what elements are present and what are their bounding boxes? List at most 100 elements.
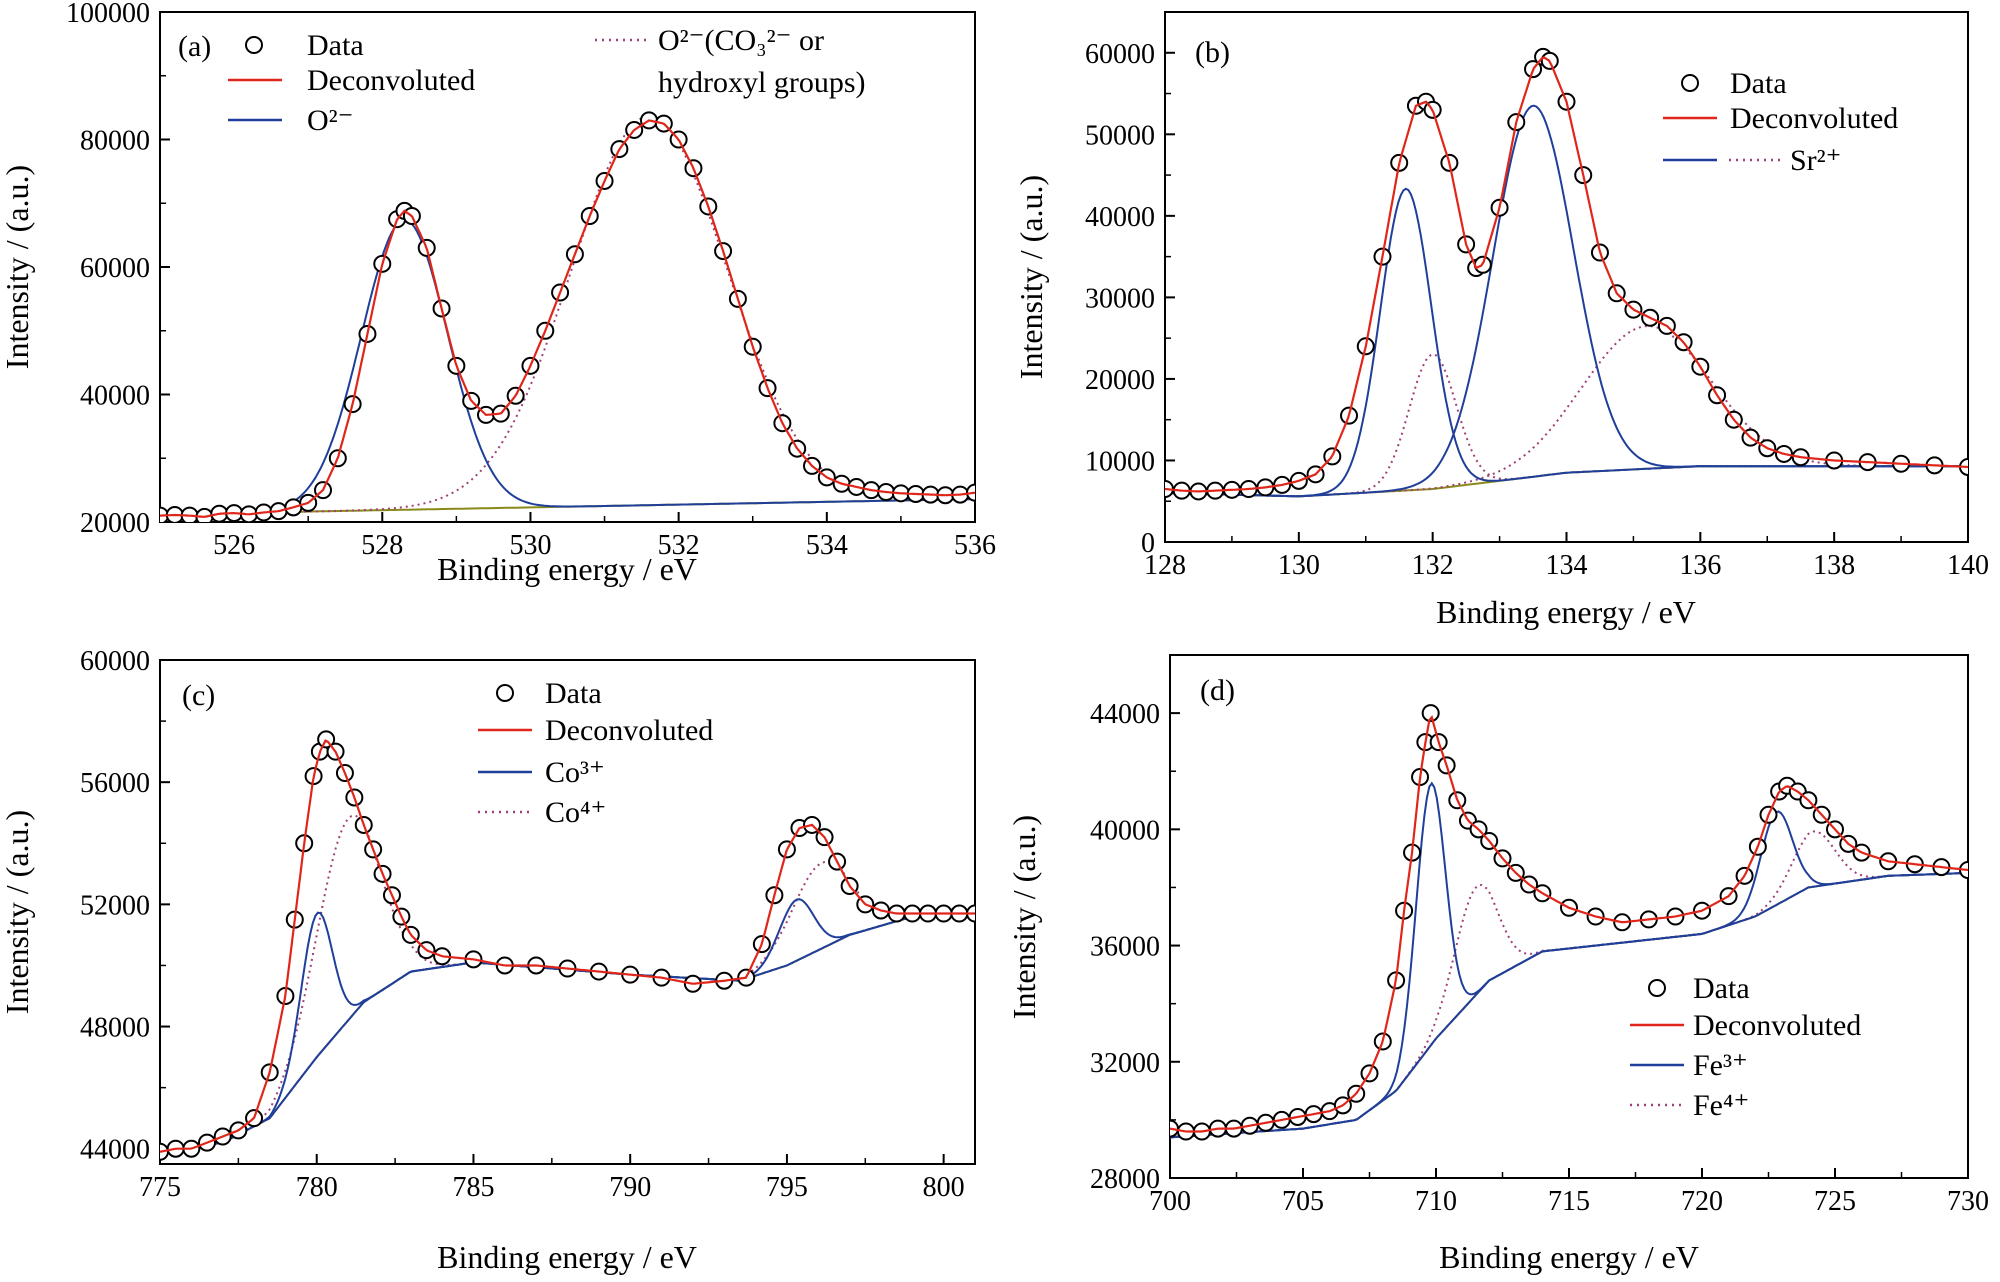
panel-c-legend-deconv: Deconvoluted: [545, 714, 713, 747]
panel-c-legend: Data Deconvoluted Co³⁺ Co⁴⁺: [478, 677, 713, 829]
panel-a-ytick-label: 40000: [80, 381, 150, 412]
panel-d-ytick-label: 28000: [1090, 1164, 1160, 1195]
panel-d-legend-data: Data: [1693, 972, 1750, 1005]
panel-d-dotted-component: [1170, 830, 1968, 1139]
panel-d-data-point: [1421, 704, 1440, 723]
panel-d-ylabel: Intensity / (a.u.): [1006, 815, 1042, 1019]
panel-a-ytick-label: 20000: [80, 508, 150, 539]
panel-d-ytick-label: 44000: [1090, 699, 1160, 730]
panel-c-ylabel: Intensity / (a.u.): [0, 810, 35, 1014]
panel-d-xtick-label: 715: [1548, 1186, 1590, 1217]
panel-b-ytick-label: 10000: [1085, 446, 1155, 477]
panel-b-xlabel: Binding energy / eV: [1436, 594, 1696, 630]
panel-d-xtick-label: 710: [1415, 1186, 1457, 1217]
panel-a-legend-blue: O²⁻: [307, 104, 354, 137]
panel-c-ytick-label: 52000: [80, 890, 150, 921]
panel-d-series: [1170, 704, 1968, 1141]
panel-a-dotted-component: [160, 115, 975, 516]
panel-d-legend: Data Deconvoluted Fe³⁺ Fe⁴⁺: [1630, 972, 1861, 1122]
panel-b-xtick-label: 138: [1813, 550, 1855, 581]
panel-b-ytick-label: 60000: [1085, 39, 1155, 70]
panel-b-legend: Data Deconvoluted Sr²⁺: [1663, 67, 1898, 177]
panel-d-deconvoluted-line: [1170, 714, 1968, 1133]
panel-b-blue-component: [1165, 104, 1968, 498]
panel-c-ytick-label: 48000: [80, 1013, 150, 1044]
panel-c-ytick-label: 60000: [80, 646, 150, 677]
panel-a-xtick-label: 534: [806, 530, 848, 561]
panel-b-xtick-label: 140: [1947, 550, 1989, 581]
panel-b-legend-data: Data: [1730, 67, 1787, 100]
panel-a-xtick-label: 528: [361, 530, 403, 561]
panel-d-legend-blue: Fe³⁺: [1693, 1049, 1748, 1082]
panel-b-xtick-label: 128: [1144, 550, 1186, 581]
panel-c-axes: 775 780 785 790 795 800 44000 48000 52000 56000 60…: [80, 646, 965, 1203]
panel-d-xtick-label: 700: [1149, 1186, 1191, 1217]
panel-a-legend-data: Data: [307, 29, 364, 62]
panel-a-label: (a): [178, 30, 211, 63]
panel-b-label: (b): [1195, 36, 1230, 69]
panel-c-xtick-label: 780: [296, 1172, 338, 1203]
panel-a-deconvoluted-line: [160, 119, 975, 518]
panel-a-ytick-label: 100000: [66, 0, 150, 29]
panel-c-legend-data-marker: [496, 684, 514, 702]
panel-b-xtick-label: 134: [1546, 550, 1588, 581]
panel-d-ytick-label: 32000: [1090, 1048, 1160, 1079]
panel-b-xtick-label: 132: [1412, 550, 1454, 581]
panel-a-legend-dotted-2: hydroxyl groups): [658, 66, 865, 99]
panel-c-deconvoluted-line: [160, 739, 975, 1153]
panel-c-series: [160, 730, 975, 1161]
panel-d-xtick-label: 720: [1681, 1186, 1723, 1217]
panel-c-background-line: [160, 912, 975, 1153]
panel-a-ytick-label: 60000: [80, 253, 150, 284]
panel-c-xtick-label: 785: [452, 1172, 494, 1203]
panel-d-label: (d): [1200, 674, 1235, 707]
panel-a-legend-deconv: Deconvoluted: [307, 64, 475, 97]
panel-c-blue-component: [160, 911, 975, 1153]
panel-d-xlabel: Binding energy / eV: [1439, 1239, 1699, 1275]
panel-b-plot-area: [1165, 47, 1968, 501]
panel-a-blue-component: [160, 218, 975, 516]
panel-a-xtick-label: 532: [658, 530, 700, 561]
panel-a-legend: Data Deconvoluted O²⁻ O²⁻(CO₃²⁻ or hydro…: [228, 24, 865, 137]
panel-b: 128 130 132 134 136 138 140 0 10000 20000 30000 400…: [1013, 11, 1989, 630]
panel-d-plot-area: [1170, 704, 1968, 1141]
panel-c-xtick-label: 775: [139, 1172, 181, 1203]
panel-b-ytick-label: 0: [1141, 528, 1155, 559]
panel-b-ytick-label: 20000: [1085, 365, 1155, 396]
panel-a-legend-dotted-1: O²⁻(CO₃²⁻ or: [658, 24, 824, 57]
panel-c-plot-area: [160, 730, 975, 1161]
panel-b-axes: 128 130 132 134 136 138 140 0 10000 20000 30000 400…: [1085, 39, 1989, 581]
panel-d-xtick-label: 730: [1947, 1186, 1989, 1217]
panel-b-legend-sr: Sr²⁺: [1790, 144, 1842, 177]
panel-b-dotted-component: [1165, 325, 1968, 498]
panel-b-deconvoluted-line: [1165, 56, 1968, 493]
panel-d-ytick-label: 36000: [1090, 932, 1160, 963]
panel-b-ytick-label: 40000: [1085, 202, 1155, 233]
panel-c-xlabel: Binding energy / eV: [437, 1239, 697, 1275]
panel-b-dotted-component: [1165, 353, 1968, 498]
panel-c-xtick-label: 795: [766, 1172, 808, 1203]
panel-a-xlabel: Binding energy / eV: [437, 551, 697, 587]
panel-a-legend-data-marker: [245, 36, 263, 54]
panel-d-xtick-label: 705: [1282, 1186, 1324, 1217]
panel-c: 775 780 785 790 795 800 44000 48000 52000 56000 60…: [0, 646, 976, 1275]
panel-a-xtick-label: 526: [213, 530, 255, 561]
panel-a-axes: 526 528 530 532 534 536 20000 40000 60000 80000 10…: [66, 0, 996, 561]
panel-b-frame: [1164, 11, 1969, 543]
panel-c-legend-blue: Co³⁺: [545, 756, 605, 789]
panel-a-series: [160, 111, 975, 522]
panel-a-plot-area: [160, 111, 975, 522]
panel-d-blue-component: [1170, 810, 1968, 1139]
panel-d-axes: 700 705 710 715 720 725 730 28000 32000 36000 4000…: [1090, 699, 1989, 1217]
panel-a-ytick-label: 80000: [80, 126, 150, 157]
panel-c-legend-dotted: Co⁴⁺: [545, 796, 606, 829]
panel-b-series: [1165, 47, 1968, 501]
panel-c-legend-data: Data: [545, 677, 602, 710]
panel-d: 700 705 710 715 720 725 730 28000 32000 36000 4000…: [1006, 654, 1989, 1275]
panel-c-ytick-label: 44000: [80, 1135, 150, 1166]
panel-d-legend-data-marker: [1648, 979, 1666, 997]
panel-b-ytick-label: 50000: [1085, 120, 1155, 151]
panel-b-legend-data-marker: [1681, 74, 1699, 92]
panel-a-xtick-label: 536: [954, 530, 996, 561]
